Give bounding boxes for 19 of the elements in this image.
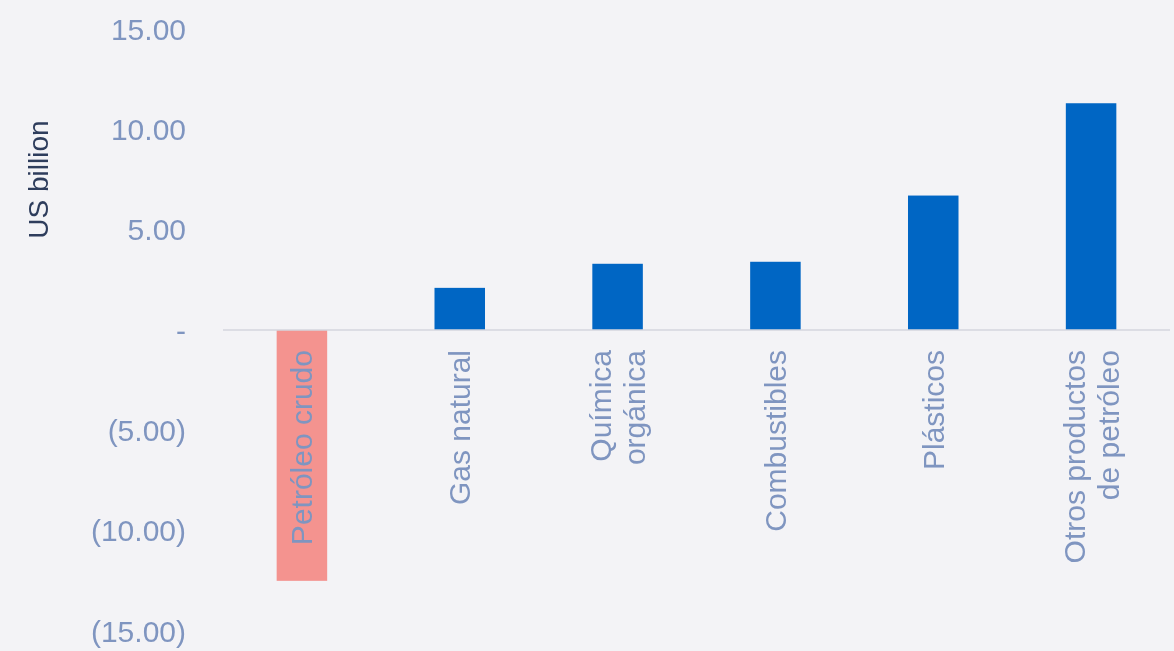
y-tick-label: (10.00)	[90, 514, 186, 548]
x-tick-label: Química orgánica	[584, 349, 652, 466]
bar	[434, 287, 485, 330]
x-tick-label: Combustibles	[758, 350, 792, 532]
y-axis-title: US billion	[23, 120, 54, 239]
bar	[908, 195, 959, 330]
bar	[592, 263, 643, 330]
bar	[750, 261, 801, 330]
y-tick-label: (5.00)	[107, 413, 186, 447]
y-tick-label: -	[176, 313, 186, 347]
bar	[1065, 103, 1117, 330]
x-tick-label: Petróleo crudo	[285, 350, 319, 546]
y-tick-label: 5.00	[127, 213, 186, 247]
x-tick-label: Otros productos de petróleo	[1057, 350, 1125, 564]
x-tick-label: Gas natural	[443, 350, 477, 506]
y-tick-label: 10.00	[110, 112, 186, 146]
y-tick-label: (15.00)	[90, 614, 186, 648]
y-tick-label: 15.00	[110, 12, 186, 46]
x-tick-label: Plásticos	[916, 350, 950, 471]
